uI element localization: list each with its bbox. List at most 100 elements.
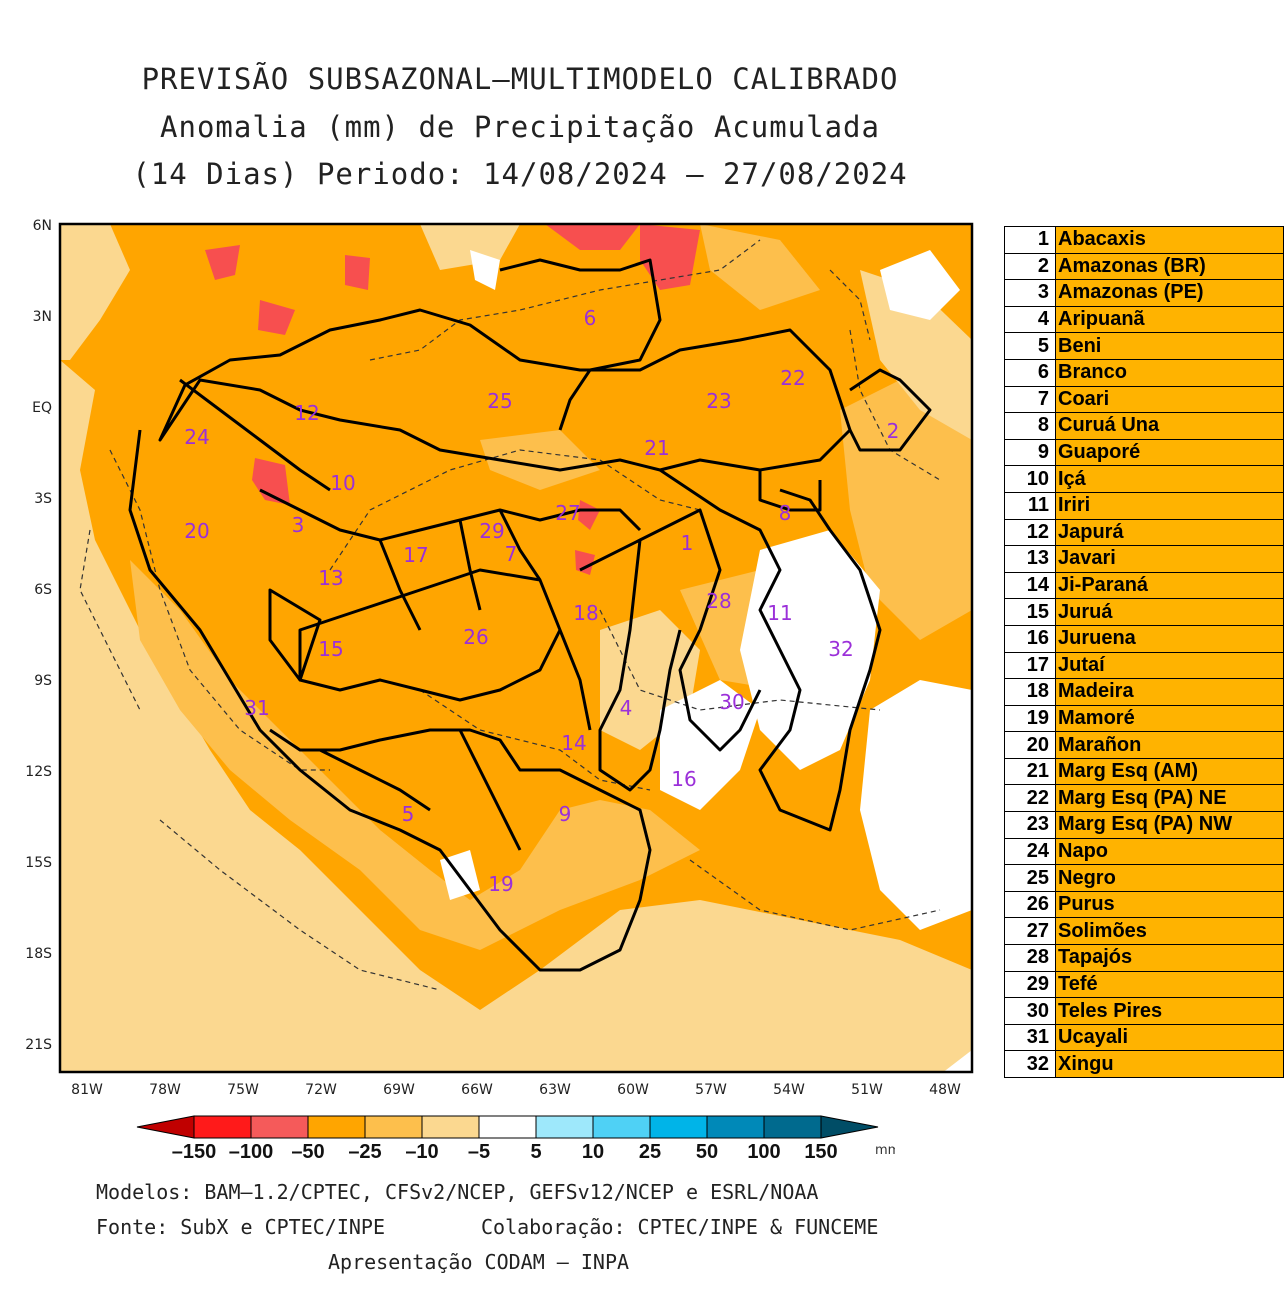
title-line-1: PREVISÃO SUBSAZONAL–MULTIMODELO CALIBRAD…: [141, 62, 899, 96]
basin-label: 15: [318, 637, 343, 661]
basin-legend-row: 22 Marg Esq (PA) NE: [1004, 784, 1284, 813]
footer-collab: Colaboração: CPTEC/INPE & FUNCEME: [481, 1215, 879, 1239]
footer-models: Modelos: BAM–1.2/CPTEC, CFSv2/NCEP, GEFS…: [96, 1180, 819, 1204]
lon-label: 57W: [695, 1082, 727, 1098]
colorbar-label: 10: [582, 1141, 604, 1163]
basin-label: 28: [706, 589, 731, 613]
colorbar-unit: mm: [875, 1143, 895, 1158]
basin-number: 23: [1004, 811, 1056, 839]
basin-legend-row: 31 Ucayali: [1004, 1023, 1284, 1052]
basin-legend-row: 23 Marg Esq (PA) NW: [1004, 811, 1284, 839]
basin-legend-row: 14 Ji-Paraná: [1004, 571, 1284, 600]
colorbar-segment: [136, 1115, 195, 1139]
basin-number: 25: [1004, 864, 1056, 892]
basin-name: Marañon: [1055, 731, 1284, 759]
basin-number: 12: [1004, 518, 1056, 547]
basin-legend-row: 10 Içá: [1004, 465, 1284, 493]
basin-label: 23: [706, 389, 731, 413]
basin-name: Juruena: [1055, 624, 1284, 653]
colorbar-segment: [421, 1115, 480, 1139]
basin-label: 2: [887, 419, 900, 443]
basin-legend-row: 30 Teles Pires: [1004, 997, 1284, 1025]
basin-legend-row: 5 Beni: [1004, 332, 1284, 360]
lat-label: 3S: [34, 491, 52, 507]
basin-label: 9: [559, 802, 572, 826]
lat-label: 18S: [25, 946, 52, 962]
basin-legend-row: 8 Curuá Una: [1004, 412, 1284, 440]
basin-name: Jutaí: [1055, 651, 1284, 680]
basin-label: 24: [184, 425, 209, 449]
basin-legend-row: 12 Japurá: [1004, 518, 1284, 547]
colorbar-label: –5: [468, 1141, 490, 1163]
basin-label: 29: [479, 519, 504, 543]
lon-label: 48W: [929, 1082, 961, 1098]
colorbar-label: 25: [639, 1141, 661, 1163]
precipitation-anomaly-map: 6N 3N EQ 3S 6S 9S 12S 15S 18S 21S 81W 78…: [25, 218, 974, 1098]
basin-name: Içá: [1055, 465, 1284, 493]
basin-number: 20: [1004, 731, 1056, 759]
basin-label: 21: [644, 436, 669, 460]
footer-presentation: Apresentação CODAM – INPA: [328, 1250, 630, 1274]
basin-labels: 1 2 3 4 5 6 7 8 9 10 11 12 13 14 15 16 1…: [184, 306, 899, 896]
basin-number: 3: [1004, 279, 1056, 307]
basin-name: Ucayali: [1055, 1023, 1284, 1052]
lon-label: 78W: [149, 1082, 181, 1098]
basin-number: 29: [1004, 970, 1056, 999]
colorbar-label: 5: [530, 1141, 541, 1163]
lon-label: 81W: [71, 1082, 103, 1098]
basin-name: Curuá Una: [1055, 412, 1284, 440]
basin-legend-row: 16 Juruena: [1004, 624, 1284, 653]
longitude-axis: 81W 78W 75W 72W 69W 66W 63W 60W 57W 54W …: [71, 1082, 961, 1098]
colorbar-label: 50: [696, 1141, 718, 1163]
basin-label: 11: [767, 601, 792, 625]
basin-legend-row: 3 Amazonas (PE): [1004, 279, 1284, 307]
basin-name: Tefé: [1055, 970, 1284, 999]
basin-name: Guaporé: [1055, 438, 1284, 467]
basin-label: 32: [828, 637, 853, 661]
lat-label: 12S: [25, 764, 52, 780]
basin-name: Xingu: [1055, 1050, 1284, 1078]
anomaly-field: [60, 224, 972, 1072]
lat-label: 15S: [25, 855, 52, 871]
basin-label: 18: [573, 601, 598, 625]
basin-number: 18: [1004, 678, 1056, 706]
basin-number: 15: [1004, 598, 1056, 626]
basin-name: Japurá: [1055, 518, 1284, 547]
basin-label: 3: [292, 513, 305, 537]
basin-number: 5: [1004, 332, 1056, 360]
basin-legend-row: 24 Napo: [1004, 837, 1284, 866]
basin-name: Amazonas (BR): [1055, 252, 1284, 281]
basin-number: 24: [1004, 837, 1056, 866]
colorbar: –150 –100 –50 –25 –10 –5 5 10 25 50 100 150 mm: [136, 1115, 895, 1163]
colorbar-segment: [706, 1115, 765, 1139]
basin-name: Solimões: [1055, 917, 1284, 946]
basin-label: 6: [584, 306, 597, 330]
colorbar-segment: [250, 1115, 309, 1139]
basin-legend-row: 1 Abacaxis: [1004, 226, 1284, 254]
basin-label: 1: [681, 531, 694, 555]
lon-label: 51W: [851, 1082, 883, 1098]
lat-label: EQ: [32, 400, 52, 416]
basin-number: 14: [1004, 571, 1056, 600]
lat-label: 21S: [25, 1037, 52, 1053]
basin-label: 14: [561, 731, 586, 755]
basin-name: Branco: [1055, 358, 1284, 387]
basin-label: 13: [318, 566, 343, 590]
basin-label: 5: [402, 802, 415, 826]
colorbar-segment: [478, 1115, 537, 1139]
lat-label: 6N: [33, 218, 52, 234]
basin-label: 16: [671, 767, 696, 791]
basin-name: Napo: [1055, 837, 1284, 866]
basin-label: 31: [244, 696, 269, 720]
colorbar-segment: [592, 1115, 651, 1139]
basin-number: 11: [1004, 491, 1056, 520]
basin-legend-row: 21 Marg Esq (AM): [1004, 757, 1284, 786]
basin-name: Tapajós: [1055, 944, 1284, 972]
basin-label: 25: [487, 389, 512, 413]
basin-number: 2: [1004, 252, 1056, 281]
lon-label: 63W: [539, 1082, 571, 1098]
basin-label: 20: [184, 519, 209, 543]
map-frame: [58, 222, 974, 1074]
basin-legend-row: 4 Aripuanã: [1004, 305, 1284, 334]
basin-legend-row: 18 Madeira: [1004, 678, 1284, 706]
